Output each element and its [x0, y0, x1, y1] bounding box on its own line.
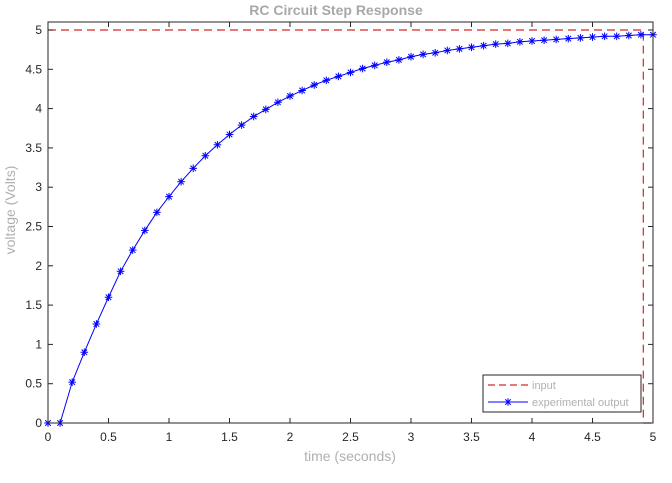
data-point-marker: [407, 52, 415, 61]
y-tick-label: 5: [35, 23, 42, 37]
data-point-marker: [334, 72, 343, 81]
data-point-marker: [104, 293, 113, 302]
x-tick-label: 3.5: [463, 430, 480, 444]
plot-area: [48, 22, 653, 423]
data-point-marker: [491, 40, 500, 48]
data-point-marker: [274, 98, 282, 107]
data-point-marker: [80, 348, 89, 357]
x-tick-label: 1.5: [221, 430, 238, 444]
y-axis-title: voltage (Volts): [2, 166, 18, 255]
data-point-marker: [237, 121, 246, 129]
data-point-marker: [443, 46, 452, 55]
data-point-marker: [116, 267, 125, 276]
x-tick-label: 2: [287, 430, 294, 444]
data-point-marker: [479, 41, 488, 50]
data-point-marker: [262, 105, 270, 114]
data-point-marker: [564, 34, 573, 43]
y-tick-label: 3: [35, 180, 42, 194]
data-point-marker: [504, 39, 512, 48]
data-point-marker: [310, 81, 318, 89]
data-point-marker: [322, 76, 331, 85]
x-tick-label: 0.5: [100, 430, 117, 444]
data-point-marker: [286, 92, 294, 100]
data-point-marker: [516, 37, 524, 46]
x-tick-label: 0: [45, 430, 52, 444]
ticks-layer: 0 0.5 1 1.5 2 2.5 3 3.5 4 4.5 5 0 0.5 1 1.5 2 2.5 3 3.5 4 4.…: [25, 22, 657, 444]
legend-input-label: input: [532, 380, 556, 392]
data-point-marker: [177, 177, 185, 186]
plot-frame: [47, 21, 654, 424]
data-point-marker: [201, 151, 210, 160]
x-tick-label: 4: [529, 430, 536, 444]
data-point-marker: [612, 32, 621, 41]
x-axis-title: time (seconds): [304, 448, 396, 464]
data-point-marker: [298, 86, 306, 95]
x-tick-label: 1: [166, 430, 173, 444]
y-tick-label: 4: [35, 102, 42, 116]
data-point-marker: [141, 226, 149, 235]
data-point-marker: [153, 208, 161, 217]
x-tick-label: 2.5: [342, 430, 359, 444]
y-tick-label: 0: [35, 416, 42, 430]
data-point-marker: [455, 45, 464, 53]
y-tick-label: 3.5: [25, 141, 42, 155]
data-point-marker: [540, 36, 548, 45]
data-point-marker: [346, 68, 355, 77]
data-point-marker: [92, 320, 101, 328]
chart-title: RC Circuit Step Response: [249, 2, 423, 18]
data-point-marker: [528, 37, 536, 45]
legend-asterisk-marker: [504, 398, 512, 406]
data-point-marker: [128, 246, 137, 254]
x-tick-label: 3: [408, 430, 415, 444]
data-point-marker: [600, 32, 609, 41]
data-point-marker: [395, 56, 403, 64]
data-point-marker: [625, 31, 633, 40]
legend-box: [482, 374, 642, 413]
data-point-marker: [576, 34, 585, 42]
data-point-marker: [588, 33, 597, 41]
data-point-marker: [637, 30, 645, 39]
data-point-marker: [370, 61, 379, 70]
y-tick-label: 1: [35, 337, 42, 351]
y-tick-label: 2: [35, 259, 42, 273]
data-point-marker: [68, 378, 76, 386]
data-point-marker: [225, 130, 234, 139]
legend-output-marker: [504, 398, 512, 406]
data-point-marker: [467, 43, 476, 52]
y-tick-label: 0.5: [25, 377, 42, 391]
data-point-marker: [383, 58, 391, 67]
data-point-marker: [358, 64, 367, 73]
x-tick-label: 5: [650, 430, 657, 444]
data-point-marker: [213, 140, 222, 149]
data-point-marker: [431, 48, 439, 57]
data-point-marker: [419, 50, 427, 59]
y-tick-label: 2.5: [25, 220, 42, 234]
y-tick-label: 1.5: [25, 298, 42, 312]
x-tick-label: 4.5: [584, 430, 601, 444]
data-point-marker: [189, 164, 197, 173]
data-point-marker: [165, 192, 173, 201]
chart-legend: input experimental output: [482, 374, 642, 413]
data-point-marker: [552, 35, 560, 44]
y-tick-label: 4.5: [25, 62, 42, 76]
legend-output-label: experimental output: [532, 397, 629, 409]
data-point-marker: [249, 112, 258, 121]
